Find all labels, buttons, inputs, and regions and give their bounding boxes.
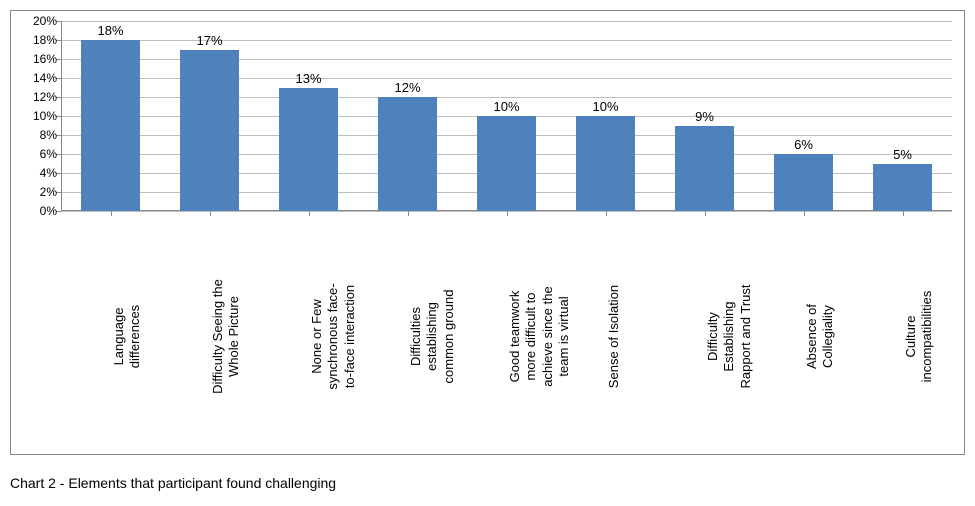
bar-slot: 13%: [259, 21, 358, 211]
bar: [477, 116, 536, 211]
x-category-label: Culture incompatibilities: [903, 224, 936, 449]
x-tick: [408, 211, 409, 216]
x-category-label: Language differences: [111, 224, 144, 449]
bar: [81, 40, 140, 211]
x-tick: [309, 211, 310, 216]
bar: [576, 116, 635, 211]
x-category-label: None or Few synchronous face- to-face in…: [309, 224, 358, 449]
bar: [675, 126, 734, 212]
y-tick-label: 2%: [13, 185, 57, 199]
bar: [180, 50, 239, 212]
bar-value-label: 10%: [457, 99, 556, 114]
x-tick: [903, 211, 904, 216]
x-label-slot: Sense of Isolation: [556, 216, 655, 446]
y-tick-label: 10%: [13, 109, 57, 123]
bar-slot: 18%: [61, 21, 160, 211]
x-label-slot: Culture incompatibilities: [853, 216, 952, 446]
bar: [774, 154, 833, 211]
x-category-label: Absence of Collegiality: [804, 224, 837, 449]
x-label-slot: None or Few synchronous face- to-face in…: [259, 216, 358, 446]
chart-container: 0%2%4%6%8%10%12%14%16%18%20% 18%17%13%12…: [10, 10, 965, 455]
y-tick-label: 4%: [13, 166, 57, 180]
plot-area: 0%2%4%6%8%10%12%14%16%18%20% 18%17%13%12…: [61, 21, 952, 211]
bar: [873, 164, 932, 212]
x-label-slot: Difficulty Establishing Rapport and Trus…: [655, 216, 754, 446]
bar-value-label: 18%: [61, 23, 160, 38]
y-tick-label: 8%: [13, 128, 57, 142]
x-category-label: Difficulty Establishing Rapport and Trus…: [705, 224, 754, 449]
y-tick-label: 14%: [13, 71, 57, 85]
bar-slot: 12%: [358, 21, 457, 211]
bar-value-label: 13%: [259, 71, 358, 86]
y-tick-label: 16%: [13, 52, 57, 66]
chart-caption: Chart 2 - Elements that participant foun…: [10, 475, 965, 491]
bar-slot: 10%: [556, 21, 655, 211]
bar-slot: 5%: [853, 21, 952, 211]
bar: [279, 88, 338, 212]
x-label-slot: Absence of Collegiality: [754, 216, 853, 446]
bar-value-label: 9%: [655, 109, 754, 124]
bars-row: 18%17%13%12%10%10%9%6%5%: [61, 21, 952, 211]
x-tick: [210, 211, 211, 216]
x-label-slot: Good teamwork more difficult to achieve …: [457, 216, 556, 446]
y-tick-label: 12%: [13, 90, 57, 104]
bar-value-label: 5%: [853, 147, 952, 162]
y-tick-label: 20%: [13, 14, 57, 28]
x-labels-row: Language differences Difficulty Seeing th…: [61, 216, 952, 446]
bar-slot: 10%: [457, 21, 556, 211]
x-tick: [804, 211, 805, 216]
bar-slot: 6%: [754, 21, 853, 211]
bar-value-label: 17%: [160, 33, 259, 48]
x-category-label: Difficulty Seeing the Whole Picture: [210, 224, 243, 449]
bar-slot: 9%: [655, 21, 754, 211]
x-tick: [705, 211, 706, 216]
x-label-slot: Language differences: [61, 216, 160, 446]
bar-value-label: 10%: [556, 99, 655, 114]
x-tick: [606, 211, 607, 216]
x-label-slot: Difficulty Seeing the Whole Picture: [160, 216, 259, 446]
x-tick: [111, 211, 112, 216]
x-label-slot: Difficulties establishing common ground: [358, 216, 457, 446]
x-tick: [507, 211, 508, 216]
y-tick-label: 6%: [13, 147, 57, 161]
bar-slot: 17%: [160, 21, 259, 211]
bar: [378, 97, 437, 211]
y-tick-label: 18%: [13, 33, 57, 47]
bar-value-label: 12%: [358, 80, 457, 95]
x-category-label: Sense of Isolation: [606, 224, 622, 449]
bar-value-label: 6%: [754, 137, 853, 152]
x-category-label: Difficulties establishing common ground: [408, 224, 457, 449]
y-tick-label: 0%: [13, 204, 57, 218]
